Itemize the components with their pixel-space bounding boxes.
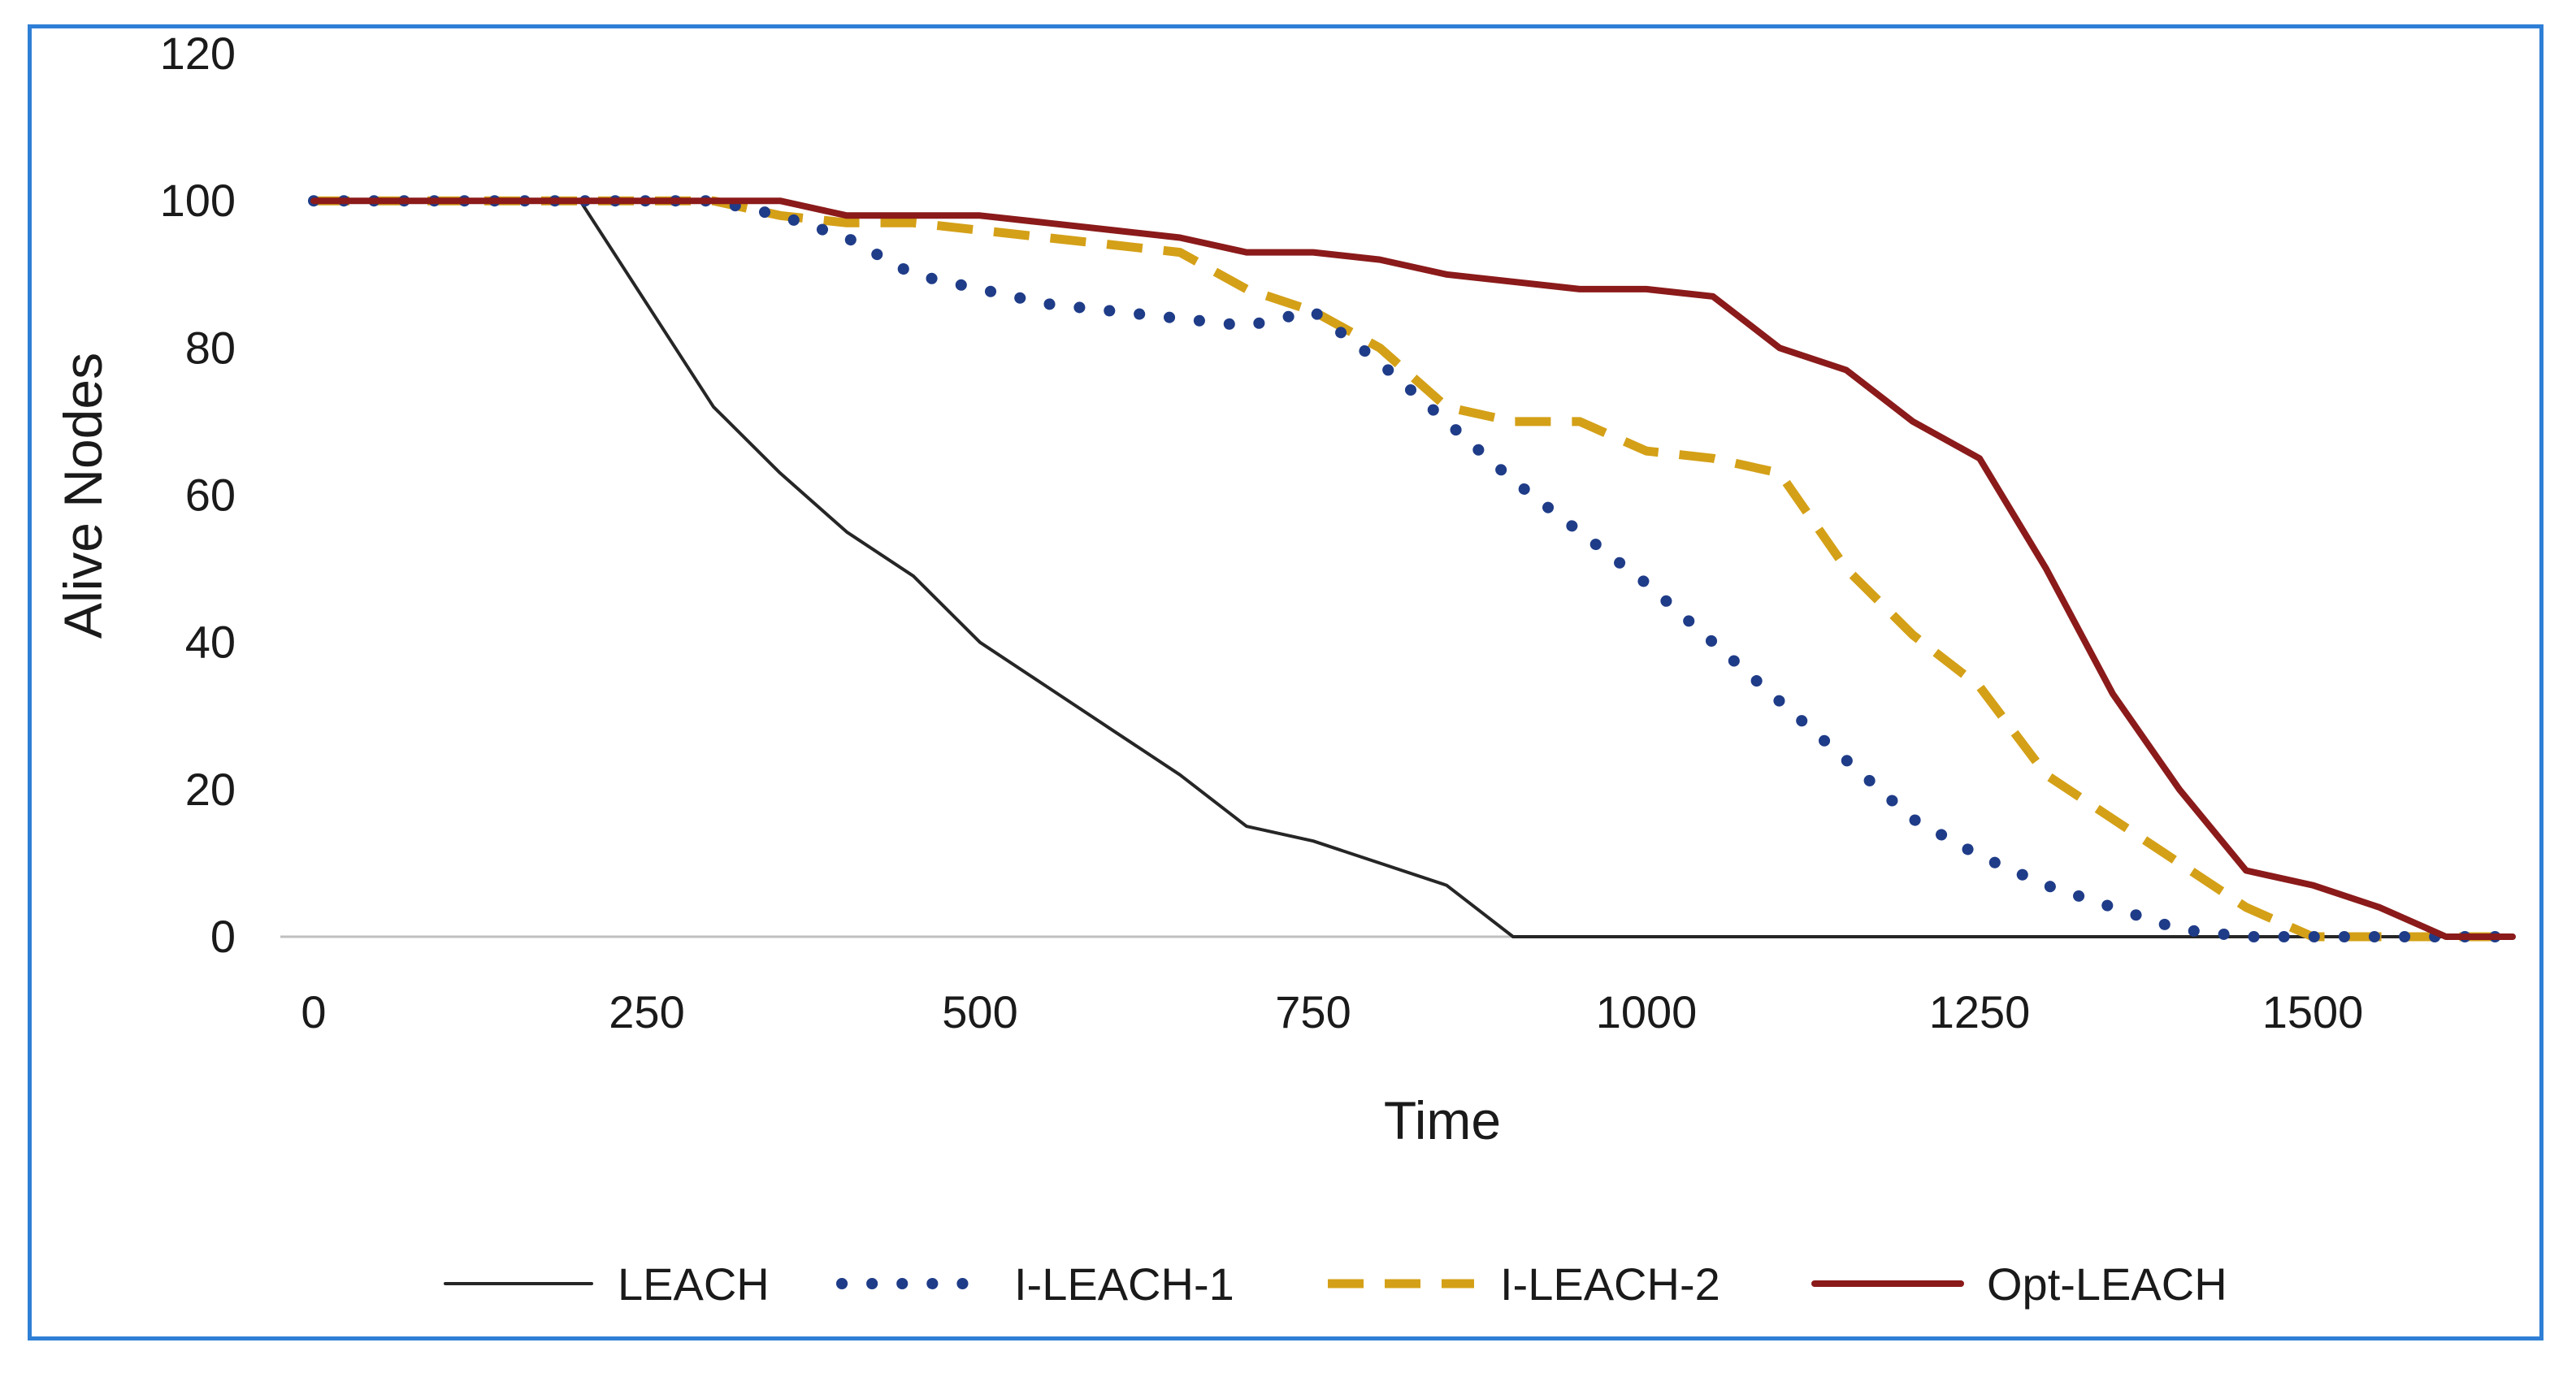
series-line-leach xyxy=(312,199,2514,938)
series-line-i-leach-2 xyxy=(314,196,2513,942)
legend-label-leach: LEACH xyxy=(618,1258,770,1310)
y-tick-label: 0 xyxy=(210,911,236,962)
legend-label-i-leach-2: I-LEACH-2 xyxy=(1500,1258,1720,1310)
y-tick-label: 40 xyxy=(185,617,236,668)
legend-label-i-leach-1: I-LEACH-1 xyxy=(1014,1258,1234,1310)
y-axis-label: Alive Nodes xyxy=(53,353,113,639)
y-tick-label: 120 xyxy=(160,28,236,79)
x-tick-label: 1500 xyxy=(2262,986,2364,1037)
series-layer xyxy=(308,195,2518,942)
y-tick-label: 80 xyxy=(185,322,236,373)
x-tick-label: 250 xyxy=(609,986,684,1037)
x-tick-label: 0 xyxy=(301,986,326,1037)
x-axis-ticks: 0 250 500 750 1000 1250 1500 xyxy=(301,986,2363,1037)
legend: LEACH I-LEACH-1 I-LEACH-2 Opt-LEACH xyxy=(444,1258,2227,1310)
x-axis-label: Time xyxy=(1384,1090,1501,1150)
y-axis-ticks: 0 20 40 60 80 100 120 xyxy=(160,28,236,962)
legend-label-opt-leach: Opt-LEACH xyxy=(1987,1258,2227,1310)
y-tick-label: 100 xyxy=(160,175,236,226)
y-tick-label: 20 xyxy=(185,764,236,815)
x-tick-label: 1250 xyxy=(1929,986,2031,1037)
x-tick-label: 1000 xyxy=(1596,986,1698,1037)
series-line-opt-leach xyxy=(310,197,2516,940)
chart-frame xyxy=(28,24,2543,1341)
x-tick-label: 500 xyxy=(942,986,1017,1037)
y-tick-label: 60 xyxy=(185,470,236,521)
x-tick-label: 750 xyxy=(1275,986,1351,1037)
series-line-i-leach-1 xyxy=(308,195,2518,942)
